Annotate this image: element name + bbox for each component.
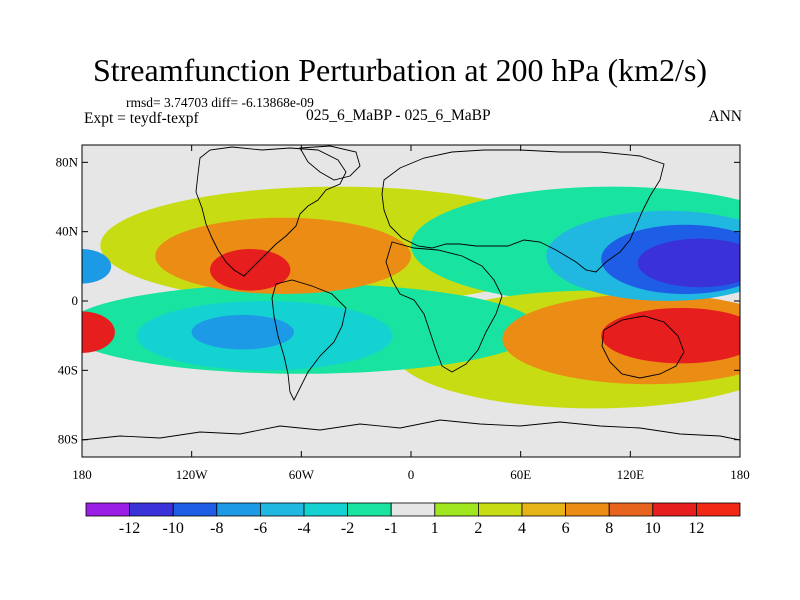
field-western-pacific-low-north bbox=[637, 238, 740, 288]
coastline-north-america bbox=[195, 146, 347, 277]
experiment-label: Expt = teydf-texpf bbox=[84, 110, 199, 127]
coastline-eurasia bbox=[381, 149, 665, 273]
colorbar-segment bbox=[303, 502, 348, 517]
colorbar-label: -1 bbox=[385, 520, 398, 537]
coastline-south-america bbox=[271, 279, 347, 402]
coastlines bbox=[82, 145, 740, 441]
y-tick-label: 40S bbox=[58, 362, 78, 377]
colorbar-segment bbox=[477, 502, 523, 517]
case-comparison-label: 025_6_MaBP - 025_6_MaBP bbox=[306, 107, 491, 124]
field-south-pacific-high bbox=[601, 308, 740, 364]
coastline-antarctica bbox=[82, 419, 740, 441]
colorbar-segment bbox=[521, 502, 566, 517]
x-tick-label: 120W bbox=[176, 467, 209, 482]
y-tick-label: 0 bbox=[72, 293, 79, 308]
field-west-edge-low bbox=[82, 249, 112, 284]
colorbar-label: 12 bbox=[688, 520, 704, 537]
colorbar-segment bbox=[347, 502, 392, 517]
colorbar-label: 1 bbox=[431, 520, 439, 537]
y-tick-label: 80S bbox=[58, 432, 78, 447]
coastline-africa bbox=[385, 241, 503, 373]
colorbar-label: 8 bbox=[605, 520, 613, 537]
x-axis: 180 120W 60W 0 60E 120E 180 bbox=[72, 145, 750, 482]
colorbar-label: -6 bbox=[254, 520, 267, 537]
x-tick-label: 60E bbox=[510, 467, 531, 482]
x-tick-label: 0 bbox=[408, 467, 415, 482]
colorbar-label: -4 bbox=[297, 520, 310, 537]
y-axis: 80N 40N 0 40S 80S bbox=[56, 154, 740, 447]
x-tick-label: 180 bbox=[730, 467, 750, 482]
coastline-greenland bbox=[299, 145, 361, 181]
colorbar-segment bbox=[565, 502, 610, 517]
coastline-australia bbox=[601, 315, 685, 379]
colorbar-segment bbox=[696, 502, 741, 517]
field-atlantic-low-center bbox=[191, 314, 294, 350]
colorbar-segment bbox=[129, 502, 174, 517]
colorbar-segment bbox=[652, 502, 697, 517]
streamfunction-field bbox=[82, 186, 740, 409]
y-tick-label: 80N bbox=[56, 154, 79, 169]
colorbar-segment bbox=[85, 502, 130, 517]
colorbar-label: 10 bbox=[645, 520, 661, 537]
colorbar-label: 2 bbox=[474, 520, 482, 537]
x-tick-label: 180 bbox=[72, 467, 92, 482]
y-tick-label: 40N bbox=[56, 224, 79, 239]
colorbar-segment bbox=[259, 502, 305, 517]
field-west-edge-high bbox=[82, 311, 115, 353]
colorbar: -12 -10 -8 -6 -4 -2 -1 1 2 4 6 8 10 12 bbox=[85, 502, 741, 537]
colorbar-label: -10 bbox=[163, 520, 184, 537]
colorbar-segment bbox=[216, 502, 261, 517]
season-label: ANN bbox=[708, 108, 742, 125]
colorbar-label: -12 bbox=[119, 520, 140, 537]
colorbar-segment bbox=[434, 502, 479, 517]
chart-title: Streamfunction Perturbation at 200 hPa (… bbox=[92, 52, 708, 88]
x-tick-label: 120E bbox=[617, 467, 645, 482]
colorbar-label: 6 bbox=[562, 520, 570, 537]
colorbar-label: -2 bbox=[341, 520, 354, 537]
x-tick-label: 60W bbox=[289, 467, 315, 482]
colorbar-segment bbox=[390, 502, 436, 517]
plot-area bbox=[81, 144, 741, 458]
colorbar-label: 4 bbox=[518, 520, 526, 537]
colorbar-segment bbox=[172, 502, 218, 517]
colorbar-segment bbox=[608, 502, 654, 517]
rmsd-annotation: rmsd= 3.74703 diff= -6.13868e-09 bbox=[126, 95, 314, 110]
colorbar-label: -8 bbox=[210, 520, 223, 537]
